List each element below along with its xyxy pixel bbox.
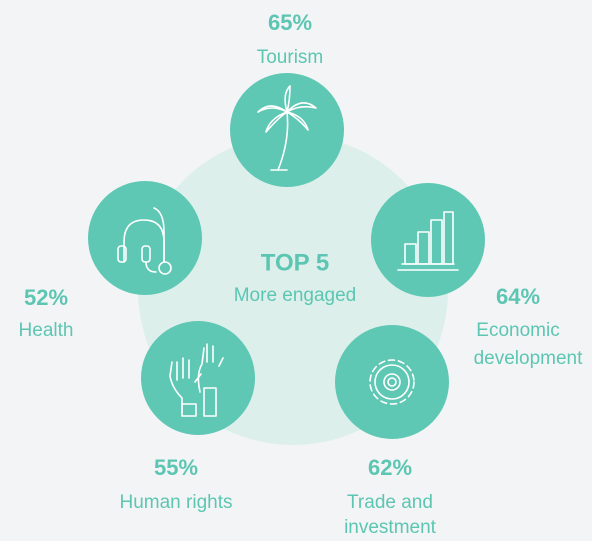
- item-label: Trade and: [347, 492, 433, 513]
- trade-node: [335, 325, 449, 439]
- item-label: Economic: [476, 320, 559, 341]
- bar-icon: [397, 211, 459, 271]
- node-circle: [371, 183, 485, 297]
- item-label: development: [474, 348, 584, 369]
- item-label: investment: [344, 517, 437, 538]
- item-value: 62%: [368, 455, 412, 480]
- item-label: Health: [19, 320, 74, 341]
- hands-icon: [169, 343, 224, 417]
- economic-node: [371, 183, 485, 297]
- palm-icon: [257, 85, 317, 171]
- item-label: Tourism: [257, 47, 324, 68]
- human-rights-node: [141, 321, 255, 435]
- gear-icon: [369, 359, 415, 405]
- stethoscope-icon: [117, 207, 172, 275]
- item-label: Human rights: [120, 492, 233, 513]
- item-value: 65%: [268, 10, 312, 35]
- item-value: 64%: [496, 284, 540, 309]
- tourism-node: [230, 73, 344, 187]
- health-node: [88, 181, 202, 295]
- item-value: 52%: [24, 285, 68, 310]
- node-circle: [335, 325, 449, 439]
- node-circle: [88, 181, 202, 295]
- center-title: TOP 5: [261, 249, 329, 276]
- center-subtitle: More engaged: [234, 285, 357, 306]
- item-value: 55%: [154, 455, 198, 480]
